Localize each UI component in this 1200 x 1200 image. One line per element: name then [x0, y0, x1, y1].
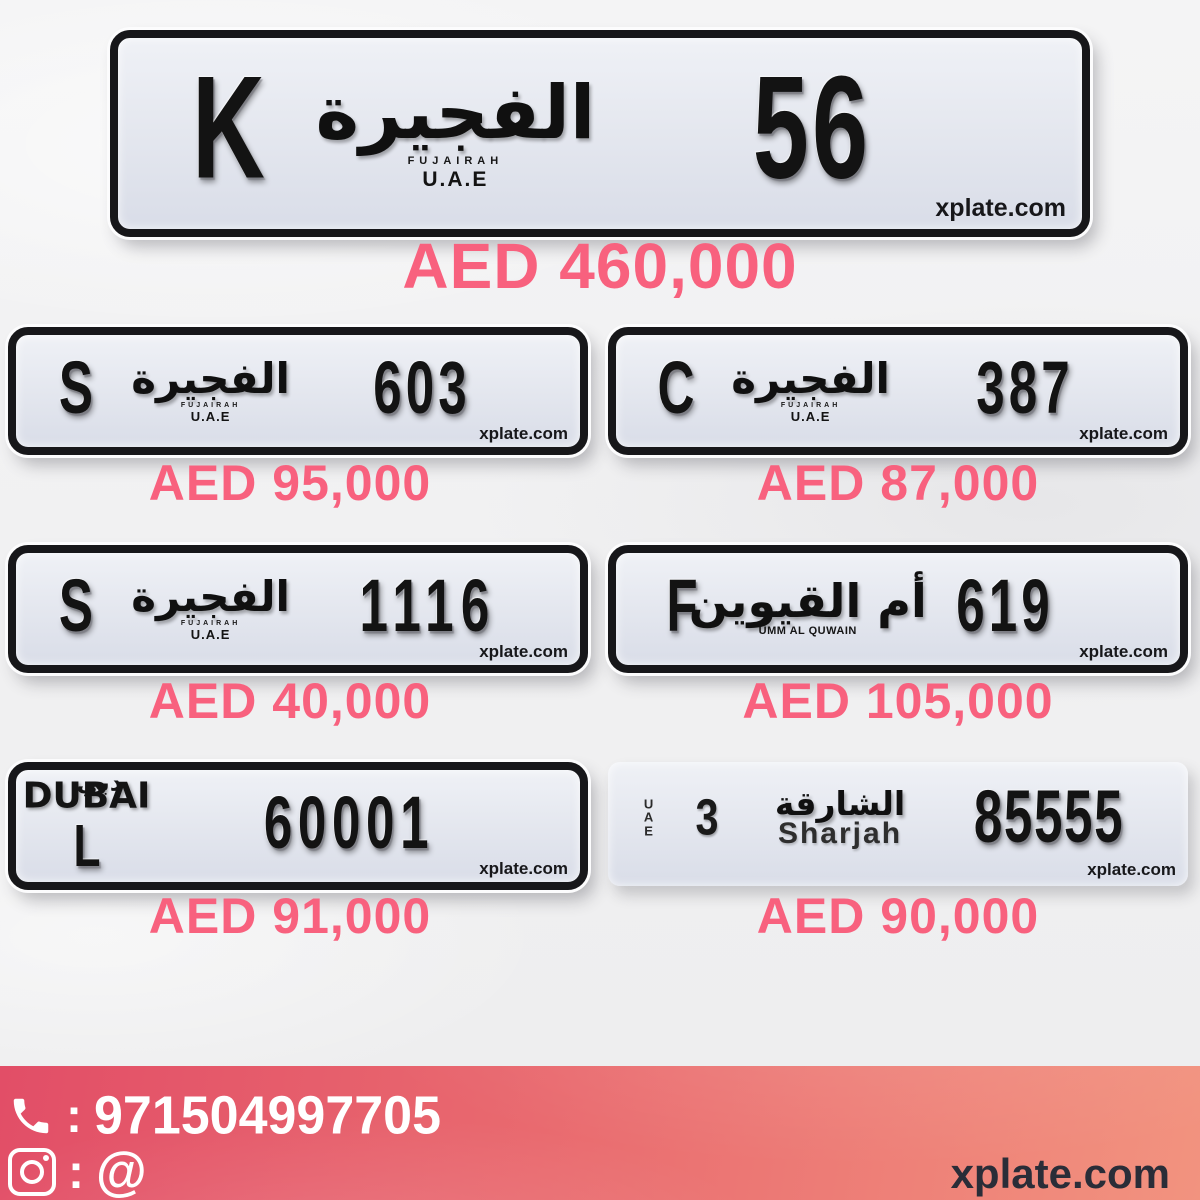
xplate-brand: xplate.com	[950, 1150, 1170, 1197]
instagram-row: : @	[8, 1142, 147, 1200]
xplate-watermark: xplate.com	[1079, 642, 1168, 661]
plate-letter: F	[666, 563, 702, 648]
uaq-label: UMM AL QUWAIN	[758, 625, 857, 638]
plate-number: 60001	[263, 780, 434, 865]
fujairah-emblem: الفجيرة FUJAIRAH U.A.E	[731, 354, 890, 425]
phone-number: 971504997705	[93, 1085, 442, 1147]
plate-letter: C	[657, 345, 699, 430]
plate-number: 619	[956, 563, 1054, 648]
plate-number: 603	[373, 345, 471, 430]
instagram-icon	[8, 1148, 56, 1196]
price-label: AED 91,000	[148, 888, 432, 944]
plate-letter: S	[58, 345, 98, 430]
fujairah-label: FUJAIRAH	[180, 402, 241, 409]
fujairah-emblem: الفجيرة FUJAIRAH U.A.E	[316, 76, 596, 192]
plate-number: 56	[752, 44, 872, 209]
plate-uaq-f-619: F أم القيوين UMM AL QUWAIN 619 xplate.co…	[608, 545, 1188, 673]
xplate-watermark: xplate.com	[479, 859, 568, 878]
fujairah-emblem: الفجيرة FUJAIRAH U.A.E	[131, 354, 290, 425]
fujairah-arabic-calligraphy: الفجيرة	[731, 354, 890, 403]
price-label: AED 90,000	[756, 888, 1040, 944]
fujairah-arabic-calligraphy: الفجيرة	[131, 572, 290, 621]
plate-fujairah-s-603: S الفجيرة FUJAIRAH U.A.E 603 xplate.com	[8, 327, 588, 455]
plate-number: 1116	[359, 563, 497, 648]
phone-separator: :	[66, 1089, 82, 1143]
sharjah-latin: Sharjah	[777, 816, 903, 850]
uaq-arabic-calligraphy: أم القيوين	[688, 573, 927, 628]
plate-fujairah-k-56: K الفجيرة FUJAIRAH U.A.E 56 xplate.com	[110, 30, 1090, 237]
xplate-watermark: xplate.com	[1079, 424, 1168, 443]
xplate-watermark: xplate.com	[935, 194, 1066, 222]
plate-fujairah-c-387: C الفجيرة FUJAIRAH U.A.E 387 xplate.com	[608, 327, 1188, 455]
price-label: AED 40,000	[148, 673, 432, 729]
uae-label: U.A.E	[190, 627, 231, 642]
price-label: AED 87,000	[756, 455, 1040, 511]
plate-letter: K	[191, 44, 268, 209]
xplate-watermark: xplate.com	[479, 424, 568, 443]
contact-footer: : 971504997705 : @ xplate.com	[0, 1066, 1200, 1200]
plate-dubai-l-60001: DUBAI دبي L 60001 xplate.com	[8, 762, 588, 890]
fujairah-label: FUJAIRAH	[407, 154, 504, 167]
dubai-arabic: دبي	[76, 768, 123, 797]
uae-vertical-label: U A E	[643, 796, 654, 839]
plate-letter: S	[58, 563, 98, 648]
sharjah-arabic: الشارقة	[774, 783, 906, 823]
plate-number: 387	[976, 345, 1074, 430]
umm-al-quwain-emblem: أم القيوين UMM AL QUWAIN	[688, 573, 927, 638]
plate-sharjah-3-85555: U A E 3 الشارقة Sharjah 85555 xplate.com	[608, 762, 1188, 886]
plate-number: 85555	[973, 774, 1124, 859]
price-label: AED 105,000	[742, 673, 1054, 729]
plate-code: 3	[695, 788, 719, 846]
uae-label: U.A.E	[790, 409, 831, 424]
fujairah-label: FUJAIRAH	[780, 402, 841, 409]
uae-label: U.A.E	[190, 409, 231, 424]
phone-row: : 971504997705	[8, 1086, 441, 1146]
fujairah-label: FUJAIRAH	[180, 620, 241, 627]
dubai-logo: DUBAI دبي	[22, 768, 151, 817]
instagram-separator: :	[68, 1145, 84, 1199]
xplate-watermark: xplate.com	[479, 642, 568, 661]
plate-fujairah-s-1116: S الفجيرة FUJAIRAH U.A.E 1116 xplate.com	[8, 545, 588, 673]
fujairah-emblem: الفجيرة FUJAIRAH U.A.E	[131, 572, 290, 643]
fujairah-arabic-calligraphy: الفجيرة	[131, 354, 290, 403]
dubai-emblem: DUBAI دبي L	[22, 768, 151, 880]
phone-icon	[13, 1098, 49, 1134]
price-label: AED 95,000	[148, 455, 432, 511]
fujairah-arabic-calligraphy: الفجيرة	[315, 69, 596, 156]
uae-label: U.A.E	[422, 167, 489, 191]
plate-letter: L	[72, 813, 100, 880]
instagram-handle: @	[95, 1141, 147, 1200]
price-label: AED 460,000	[402, 230, 798, 302]
xplate-watermark: xplate.com	[1087, 860, 1176, 879]
sharjah-emblem: الشارقة Sharjah	[775, 787, 905, 849]
